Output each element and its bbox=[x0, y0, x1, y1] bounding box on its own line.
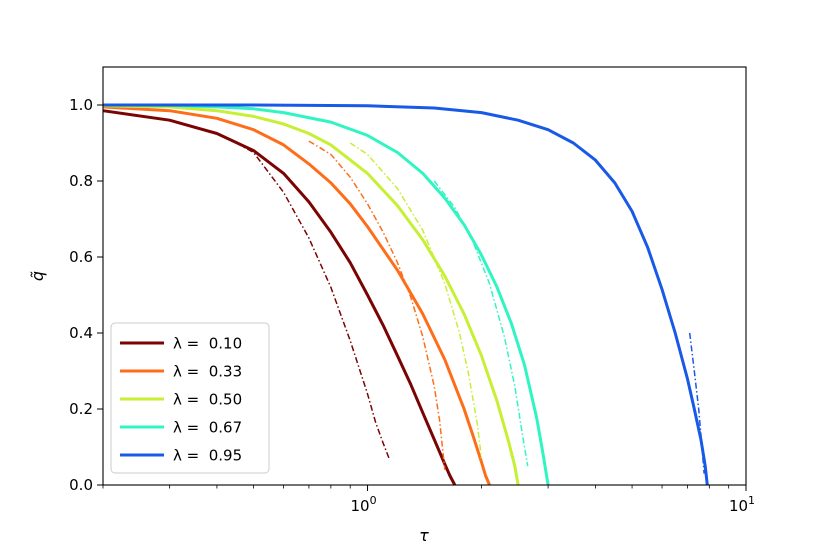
series-5-solid-line bbox=[103, 103, 709, 486]
series-2-dashdot-line bbox=[308, 140, 446, 470]
series-4 bbox=[102, 103, 550, 486]
series-1-dashdot-line bbox=[235, 142, 390, 459]
series-3-dashdot-line bbox=[349, 142, 483, 459]
x-tick-label-base: 10 bbox=[350, 497, 369, 515]
y-tick-label: 1.0 bbox=[69, 96, 93, 114]
legend: λ = 0.10 λ = 0.33 λ = 0.50 λ = 0.67 λ = 0.95 bbox=[110, 322, 270, 474]
series-2 bbox=[102, 105, 491, 486]
x-tick-label-base: 10 bbox=[729, 497, 748, 515]
legend-item: λ = 0.50 bbox=[120, 391, 242, 409]
legend-label: λ = 0.33 bbox=[173, 363, 242, 381]
y-tick-label: 0.2 bbox=[69, 400, 93, 418]
legend-label: λ = 0.50 bbox=[173, 391, 242, 409]
series-1-solid-line bbox=[102, 109, 457, 486]
x-tick-label-exponent: 1 bbox=[748, 494, 755, 507]
series-4-dashdot-line bbox=[433, 180, 529, 467]
legend-item: λ = 0.95 bbox=[120, 447, 242, 465]
legend-label: λ = 0.10 bbox=[173, 335, 242, 353]
series-layer bbox=[102, 103, 709, 486]
legend-box bbox=[110, 322, 270, 474]
legend-label: λ = 0.67 bbox=[173, 419, 242, 437]
series-3 bbox=[102, 104, 520, 486]
legend-item: λ = 0.33 bbox=[120, 363, 242, 381]
x-tick-label-exponent: 0 bbox=[370, 494, 377, 507]
y-tick-label: 0.6 bbox=[69, 248, 93, 266]
y-axis-label: q̃ bbox=[28, 271, 47, 281]
series-2-solid-line bbox=[102, 105, 491, 486]
legend-item: λ = 0.10 bbox=[120, 335, 242, 353]
series-3-solid-line bbox=[102, 104, 520, 486]
x-axis-label: τ bbox=[419, 526, 429, 545]
x-tick-label: 100 bbox=[350, 494, 376, 515]
series-5 bbox=[103, 103, 709, 486]
series-5-dashdot-line bbox=[688, 332, 705, 474]
y-axis: 0.0 0.2 0.4 0.6 0.8 1.0 bbox=[69, 96, 103, 494]
series-4-solid-line bbox=[102, 103, 550, 486]
x-tick-label: 101 bbox=[729, 494, 755, 515]
x-axis: 100 101 bbox=[102, 485, 755, 515]
y-tick-label: 0.0 bbox=[69, 476, 93, 494]
series-1 bbox=[102, 109, 457, 486]
y-tick-label: 0.4 bbox=[69, 324, 93, 342]
plot-frame bbox=[102, 66, 747, 486]
legend-label: λ = 0.95 bbox=[173, 447, 242, 465]
legend-item: λ = 0.67 bbox=[120, 419, 242, 437]
y-tick-label: 0.8 bbox=[69, 172, 93, 190]
